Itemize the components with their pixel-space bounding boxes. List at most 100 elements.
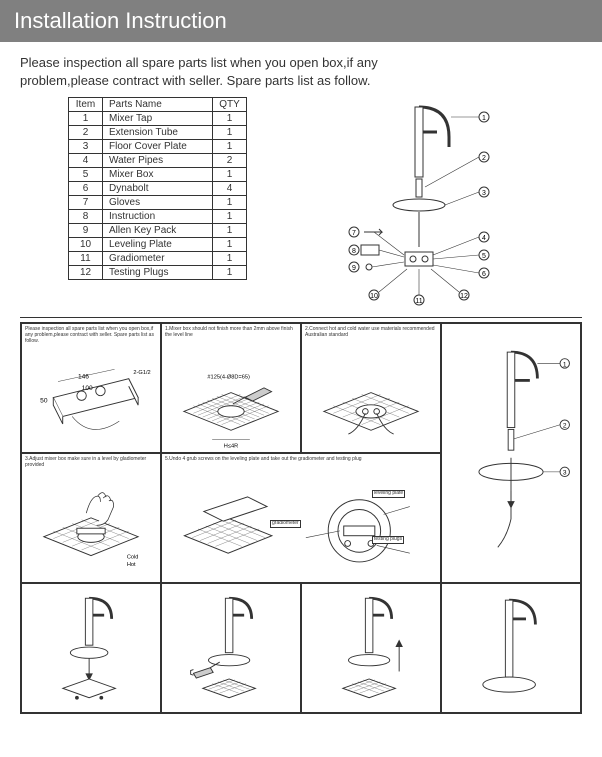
table-cell: 3 xyxy=(69,140,103,154)
table-row: 9Allen Key Pack1 xyxy=(69,224,247,238)
svg-text:#125(4-Ø8D=65): #125(4-Ø8D=65) xyxy=(207,374,250,380)
table-row: 2Extension Tube1 xyxy=(69,126,247,140)
step-cell-3: 3.Adjust mixer box make sure in a level … xyxy=(21,453,161,583)
table-cell: Extension Tube xyxy=(103,126,213,140)
table-cell: 5 xyxy=(69,168,103,182)
step-cell-5: 5.Undo 4 grub screws on the leveling pla… xyxy=(161,453,441,583)
svg-text:10: 10 xyxy=(370,293,378,300)
intro-text: Please inspection all spare parts list w… xyxy=(20,54,410,89)
table-cell: 1 xyxy=(213,224,247,238)
parts-table: Item Parts Name QTY 1Mixer Tap12Extensio… xyxy=(68,97,247,280)
table-cell: Water Pipes xyxy=(103,154,213,168)
table-cell: Gradiometer xyxy=(103,252,213,266)
table-cell: 1 xyxy=(213,112,247,126)
table-cell: 2 xyxy=(213,154,247,168)
table-cell: Gloves xyxy=(103,196,213,210)
table-cell: Floor Cover Plate xyxy=(103,140,213,154)
table-cell: 1 xyxy=(213,140,247,154)
step-caption: 5.Undo 4 grub screws on the leveling pla… xyxy=(165,457,437,463)
step-cell-assy3 xyxy=(301,583,441,713)
table-cell: 10 xyxy=(69,238,103,252)
step-caption: 1.Mixer box should not finish more than … xyxy=(165,327,297,339)
table-cell: Testing Plugs xyxy=(103,266,213,280)
svg-text:3: 3 xyxy=(563,470,567,477)
step-caption: Please inspection all spare parts list w… xyxy=(25,327,157,344)
svg-text:1: 1 xyxy=(563,361,567,368)
svg-text:100: 100 xyxy=(82,385,93,392)
svg-text:50: 50 xyxy=(40,398,48,405)
col-item: Item xyxy=(69,98,103,112)
table-cell: Instruction xyxy=(103,210,213,224)
content-area: Please inspection all spare parts list w… xyxy=(0,42,602,720)
table-cell: 1 xyxy=(213,210,247,224)
table-cell: 8 xyxy=(69,210,103,224)
svg-text:Hot: Hot xyxy=(127,562,136,568)
svg-text:4: 4 xyxy=(482,235,486,242)
svg-text:Cold: Cold xyxy=(127,554,139,560)
table-cell: Mixer Tap xyxy=(103,112,213,126)
top-row: Item Parts Name QTY 1Mixer Tap12Extensio… xyxy=(20,97,582,307)
svg-text:2: 2 xyxy=(482,155,486,162)
table-header-row: Item Parts Name QTY xyxy=(69,98,247,112)
step-cell-final xyxy=(441,583,581,713)
table-cell: Allen Key Pack xyxy=(103,224,213,238)
table-cell: 12 xyxy=(69,266,103,280)
table-cell: Dynabolt xyxy=(103,182,213,196)
svg-text:5: 5 xyxy=(482,253,486,260)
svg-text:7: 7 xyxy=(352,230,356,237)
table-cell: 9 xyxy=(69,224,103,238)
table-cell: 4 xyxy=(69,154,103,168)
table-row: 5Mixer Box1 xyxy=(69,168,247,182)
step-caption: 3.Adjust mixer box make sure in a level … xyxy=(25,457,157,469)
svg-text:6: 6 xyxy=(482,271,486,278)
table-row: 3Floor Cover Plate1 xyxy=(69,140,247,154)
table-row: 6Dynabolt4 xyxy=(69,182,247,196)
svg-text:2-G1/2: 2-G1/2 xyxy=(133,370,150,376)
col-qty: QTY xyxy=(213,98,247,112)
step-cell-assy2 xyxy=(161,583,301,713)
svg-text:1: 1 xyxy=(482,115,486,122)
table-cell: 1 xyxy=(213,252,247,266)
svg-text:11: 11 xyxy=(415,298,422,305)
table-row: 11Gradiometer1 xyxy=(69,252,247,266)
separator xyxy=(20,317,582,318)
table-cell: 1 xyxy=(213,126,247,140)
table-cell: 2 xyxy=(69,126,103,140)
table-cell: 1 xyxy=(69,112,103,126)
svg-text:146: 146 xyxy=(78,374,89,381)
step-cell-2: 2.Connect hot and cold water use materia… xyxy=(301,323,441,453)
table-cell: 7 xyxy=(69,196,103,210)
label-gradiometer: gradiometer xyxy=(270,520,301,528)
page-title-bar: Installation Instruction xyxy=(0,0,602,42)
table-cell: Mixer Box xyxy=(103,168,213,182)
table-row: 12Testing Plugs1 xyxy=(69,266,247,280)
table-cell: 6 xyxy=(69,182,103,196)
table-row: 10Leveling Plate1 xyxy=(69,238,247,252)
svg-text:2: 2 xyxy=(563,423,567,430)
svg-text:H≤4R: H≤4R xyxy=(224,443,238,449)
table-cell: Leveling Plate xyxy=(103,238,213,252)
table-cell: 11 xyxy=(69,252,103,266)
step-cell-1: 1.Mixer box should not finish more than … xyxy=(161,323,301,453)
table-cell: 1 xyxy=(213,168,247,182)
table-cell: 1 xyxy=(213,238,247,252)
svg-text:12: 12 xyxy=(460,293,468,300)
label-leveling-plate: leveling plate xyxy=(372,490,405,498)
page-title: Installation Instruction xyxy=(14,8,227,33)
col-name: Parts Name xyxy=(103,98,213,112)
svg-text:9: 9 xyxy=(352,265,356,272)
step-caption: 2.Connect hot and cold water use materia… xyxy=(305,327,437,339)
svg-text:3: 3 xyxy=(482,190,486,197)
step-cell-intro: Please inspection all spare parts list w… xyxy=(21,323,161,453)
step-cell-assy1 xyxy=(21,583,161,713)
exploded-diagram: 1 2 3 7 8 9 4 5 xyxy=(255,97,582,307)
step-grid: Please inspection all spare parts list w… xyxy=(20,322,582,714)
svg-text:8: 8 xyxy=(352,248,356,255)
table-row: 1Mixer Tap1 xyxy=(69,112,247,126)
label-testing-plugs: testing plugs xyxy=(372,536,404,544)
step-cell-side: 1 2 3 xyxy=(441,323,581,583)
table-cell: 1 xyxy=(213,266,247,280)
table-row: 7Gloves1 xyxy=(69,196,247,210)
table-row: 8Instruction1 xyxy=(69,210,247,224)
table-row: 4Water Pipes2 xyxy=(69,154,247,168)
